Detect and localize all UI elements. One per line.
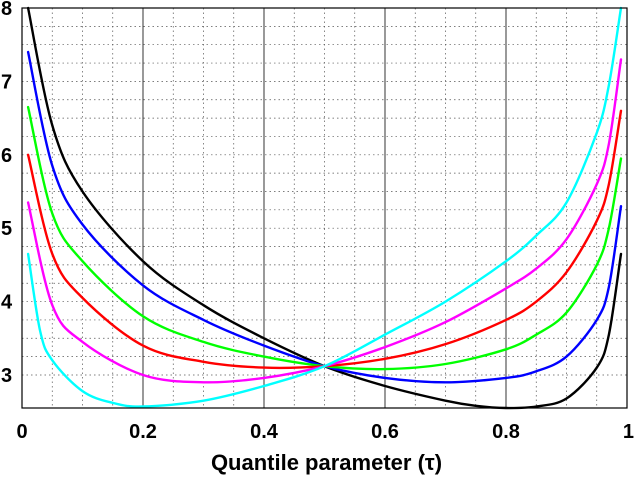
plot-frame [21, 7, 628, 409]
series-line-2 [26, 50, 623, 384]
series-line-1 [26, 6, 623, 410]
x-tick-label: 0.4 [250, 421, 279, 443]
y-tick-label: 3 [1, 365, 12, 387]
y-tick-label: 6 [1, 145, 12, 167]
x-tick-label: 1 [623, 421, 634, 443]
x-tick-label: 0.8 [492, 421, 520, 443]
y-tick-label: 4 [1, 292, 13, 314]
x-tick-label: 0.6 [371, 421, 399, 443]
y-tick-label: 5 [1, 218, 12, 240]
tick-labels: 0 0.2 0.4 0.6 0.8 1 3 4 5 6 7 8 [1, 0, 634, 443]
series-line-6 [26, 6, 623, 408]
x-tick-label: 0 [16, 421, 27, 443]
y-tick-label: 8 [1, 0, 12, 20]
series-line-4 [26, 109, 623, 370]
series-line-3 [26, 105, 623, 371]
y-tick-label: 7 [1, 71, 12, 93]
series-line-5 [26, 58, 623, 384]
x-tick-label: 0.2 [129, 421, 157, 443]
series-group [26, 6, 623, 410]
x-axis-label: Quantile parameter (τ) [211, 450, 442, 475]
grid [22, 8, 627, 408]
